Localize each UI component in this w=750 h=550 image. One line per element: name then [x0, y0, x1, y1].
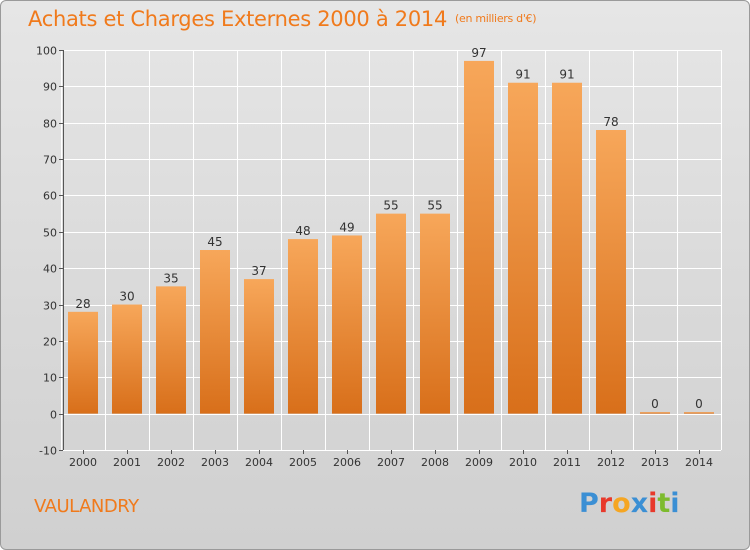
bar-2012: [596, 130, 626, 414]
x-tick-label-2009: 2009: [465, 456, 493, 469]
value-label-2007: 55: [383, 199, 398, 213]
chart-unit: (en milliers d'€): [455, 12, 537, 25]
value-label-2014: 0: [695, 397, 703, 411]
x-tick-label-2002: 2002: [157, 456, 185, 469]
bar-2013: [640, 412, 670, 414]
y-tick-label: 60: [43, 190, 57, 203]
y-tick-label: -10: [39, 445, 57, 458]
bar-2007: [376, 213, 406, 414]
brand-letter: i: [670, 488, 680, 519]
value-label-2006: 49: [339, 220, 354, 234]
bar-2014: [684, 412, 714, 414]
x-tick-label-2001: 2001: [113, 456, 141, 469]
y-tick-label: 80: [43, 118, 57, 131]
value-label-2001: 30: [119, 290, 134, 304]
x-tick-label-2010: 2010: [509, 456, 537, 469]
value-label-2002: 35: [163, 271, 178, 285]
x-tick-label-2014: 2014: [685, 456, 713, 469]
brand-letter: t: [657, 488, 671, 519]
y-tick-label: 0: [50, 409, 57, 422]
value-label-2005: 48: [295, 224, 310, 238]
y-tick-label: 30: [43, 300, 57, 313]
value-label-2003: 45: [207, 235, 222, 249]
y-tick-label: 10: [43, 372, 57, 385]
brand-letter: i: [648, 488, 658, 519]
brand-letter: P: [579, 488, 599, 519]
x-tick-label-2007: 2007: [377, 456, 405, 469]
value-label-2000: 28: [75, 297, 90, 311]
bar-2002: [156, 286, 186, 414]
bar-2005: [288, 239, 318, 414]
value-label-2011: 91: [559, 68, 574, 82]
brand-letter: x: [630, 488, 649, 519]
chart-title: Achats et Charges Externes 2000 à 2014 (e…: [28, 7, 537, 31]
value-label-2008: 55: [427, 199, 442, 213]
y-tick-label: 100: [36, 45, 57, 58]
bar-2010: [508, 82, 538, 414]
label-layer: 28 30 35 45 37 48 49 55 55 97 91 91 78 0 0: [75, 46, 702, 411]
bar-2009: [464, 60, 494, 414]
bar-layer: [68, 60, 714, 414]
x-tick-label-2013: 2013: [641, 456, 669, 469]
axis-layer: -10 0 10 20 30 40 50 60 70 80 90 100 2000 2001 2002 200…: [36, 45, 713, 470]
proxiti-logo: Proxiti: [579, 488, 680, 519]
bar-2000: [68, 311, 98, 414]
value-label-2010: 91: [515, 68, 530, 82]
bar-2008: [420, 213, 450, 414]
value-label-2012: 78: [603, 115, 618, 129]
bar-2006: [332, 235, 362, 414]
x-tick-label-2000: 2000: [69, 456, 97, 469]
bar-2003: [200, 250, 230, 414]
x-tick-label-2011: 2011: [553, 456, 581, 469]
x-tick-label-2004: 2004: [245, 456, 273, 469]
y-tick-label: 90: [43, 81, 57, 94]
y-tick-label: 70: [43, 154, 57, 167]
value-label-2004: 37: [251, 264, 266, 278]
x-tick-label-2005: 2005: [289, 456, 317, 469]
value-label-2009: 97: [471, 46, 486, 60]
x-tick-label-2012: 2012: [597, 456, 625, 469]
y-tick-label: 40: [43, 263, 57, 276]
bar-2001: [112, 304, 142, 414]
y-tick-label: 50: [43, 227, 57, 240]
chart-title-text: Achats et Charges Externes 2000 à 2014: [28, 7, 448, 31]
x-tick-label-2008: 2008: [421, 456, 449, 469]
brand-letter: o: [612, 488, 631, 519]
y-tick-label: 20: [43, 336, 57, 349]
bar-2004: [244, 279, 274, 414]
brand-letter: r: [598, 488, 613, 519]
x-tick-label-2006: 2006: [333, 456, 361, 469]
bar-2011: [552, 82, 582, 414]
value-label-2013: 0: [651, 397, 659, 411]
x-tick-label-2003: 2003: [201, 456, 229, 469]
commune-name: VAULANDRY: [34, 496, 139, 517]
